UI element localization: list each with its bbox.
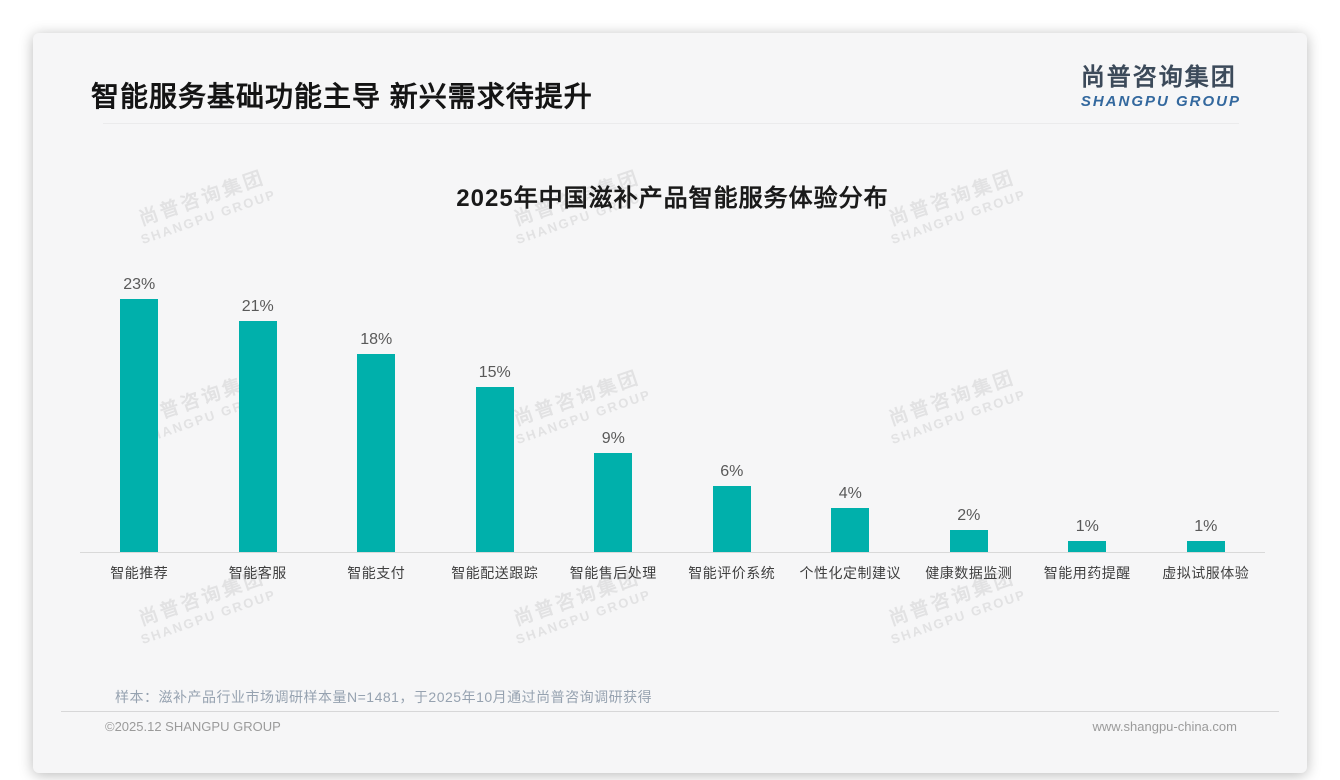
bar-column: 1% [1028, 253, 1147, 552]
bar [238, 321, 277, 552]
category-label: 健康数据监测 [925, 565, 1013, 581]
bar-chart-plot-area: 23% 21% 18% 15% 9% 6% 4% 2% 1% 1% [80, 253, 1265, 553]
page-title: 智能服务基础功能主导 新兴需求待提升 [91, 81, 593, 112]
bar-column: 23% [80, 253, 199, 552]
watermark-english-text: SHANGPU GROUP [513, 586, 654, 648]
watermark-english-text: SHANGPU GROUP [888, 586, 1029, 648]
bar [120, 299, 159, 552]
category-label: 智能售后处理 [569, 565, 657, 581]
category-label: 智能配送跟踪 [451, 565, 539, 581]
footer-website: www.shangpu-china.com [1092, 719, 1237, 734]
bar-value-label: 18% [360, 331, 393, 348]
bar-value-label: 23% [123, 276, 156, 293]
bar-column: 2% [910, 253, 1029, 552]
bar [712, 486, 751, 552]
bar-value-label: 2% [957, 507, 981, 524]
header-divider [103, 123, 1239, 124]
bar-value-label: 9% [601, 430, 625, 447]
bar-column: 18% [317, 253, 436, 552]
report-slide-card: 智能服务基础功能主导 新兴需求待提升 尚普咨询集团 SHANGPU GROUP … [33, 33, 1307, 773]
category-axis-labels: 智能推荐 智能客服 智能支付 智能配送跟踪 智能售后处理 智能评价系统 个性化定制建议 健康数… [80, 563, 1265, 583]
bar [594, 453, 633, 552]
bar-column: 21% [199, 253, 318, 552]
category-label: 智能用药提醒 [1043, 565, 1131, 581]
bar-column: 1% [1147, 253, 1266, 552]
bar [949, 530, 988, 552]
bar-value-label: 1% [1194, 518, 1218, 535]
bar [1186, 541, 1225, 552]
footer-divider [61, 711, 1279, 712]
category-label: 智能评价系统 [688, 565, 776, 581]
bar-value-label: 6% [720, 463, 744, 480]
bar-value-label: 21% [241, 298, 274, 315]
category-label: 智能支付 [347, 565, 406, 581]
category-label: 智能推荐 [110, 565, 169, 581]
bar-column: 6% [673, 253, 792, 552]
bar [831, 508, 870, 552]
bar-value-label: 1% [1075, 518, 1099, 535]
bar-column: 9% [554, 253, 673, 552]
chart-title: 2025年中国滋补产品智能服务体验分布 [456, 185, 889, 212]
logo-chinese-text: 尚普咨询集团 [1080, 64, 1237, 91]
category-label: 虚拟试服体验 [1162, 565, 1250, 581]
footer-copyright: ©2025.12 SHANGPU GROUP [105, 719, 281, 734]
watermark-english-text: SHANGPU GROUP [138, 586, 279, 648]
sample-footnote: 样本：滋补产品行业市场调研样本量N=1481，于2025年10月通过尚普咨询调研… [115, 689, 653, 705]
bar [475, 387, 514, 552]
category-label: 个性化定制建议 [799, 565, 901, 581]
company-logo: 尚普咨询集团 SHANGPU GROUP [1081, 57, 1241, 110]
bar-column: 4% [791, 253, 910, 552]
bar [1068, 541, 1107, 552]
bar-column: 15% [436, 253, 555, 552]
bar-value-label: 4% [838, 485, 862, 502]
logo-english-text: SHANGPU GROUP [1080, 93, 1241, 110]
category-label: 智能客服 [228, 565, 287, 581]
bar-value-label: 15% [478, 364, 511, 381]
bar [357, 354, 396, 552]
